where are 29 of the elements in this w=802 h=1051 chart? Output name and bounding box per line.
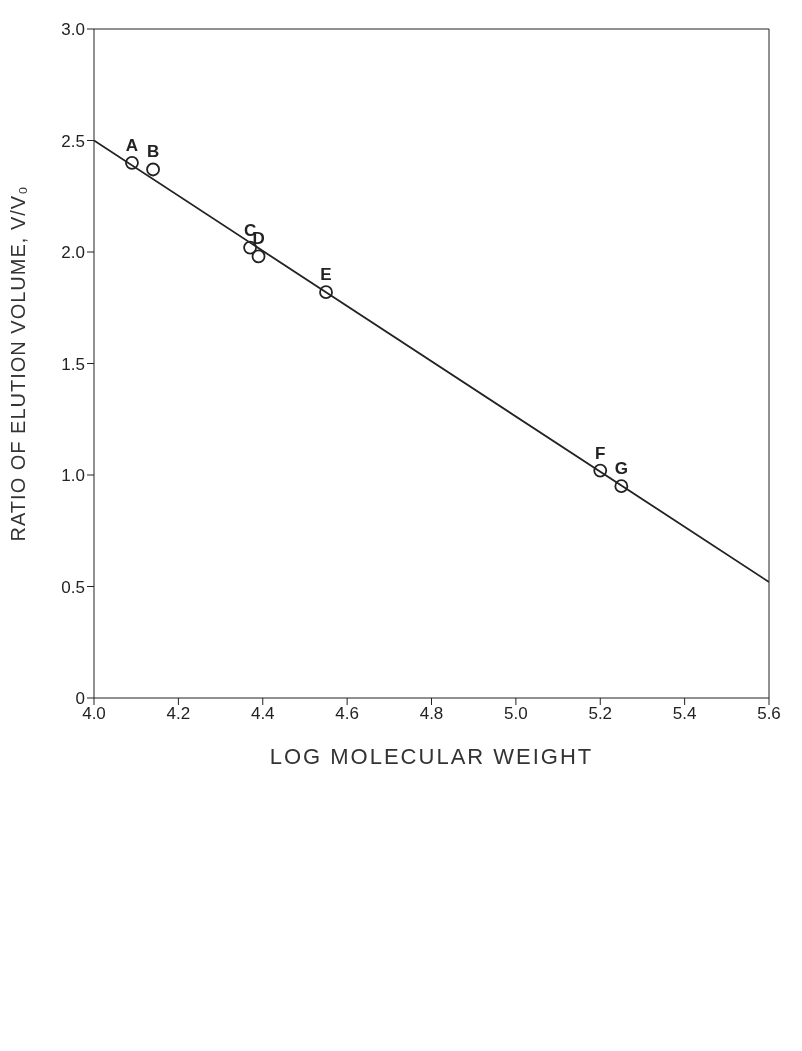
annotation: E — [320, 265, 332, 285]
y-tick-label: 1.0 — [61, 466, 85, 486]
point — [146, 162, 160, 177]
y-tick-label: 0.5 — [61, 577, 85, 597]
annotation: A — [125, 135, 139, 155]
y-tick-label: 0 — [75, 689, 85, 709]
x-tick-label: 4.6 — [335, 704, 359, 724]
x-tick-label: 4.2 — [166, 704, 191, 724]
point — [125, 155, 139, 170]
point — [614, 479, 629, 494]
annotation: B — [146, 142, 160, 162]
x-axis-title: LOG MOLECULAR WEIGHT — [269, 744, 594, 769]
x-tick-label: 4.0 — [82, 704, 106, 724]
annotation: F — [595, 443, 606, 463]
x-tick-label: 4.4 — [250, 704, 275, 724]
point — [319, 285, 333, 300]
y-tick-label: 2.0 — [61, 243, 85, 263]
y-tick-label: 3.0 — [61, 20, 85, 40]
x-tick-label: 5.0 — [504, 704, 528, 724]
point — [251, 249, 266, 264]
y-tick-label: 1.5 — [61, 354, 85, 374]
x-tick-label: 5.2 — [588, 704, 613, 724]
x-tick-label: 5.4 — [672, 704, 697, 724]
x-tick-label: 4.8 — [419, 704, 444, 724]
x-tick-label: 5.6 — [757, 704, 781, 724]
point — [593, 463, 608, 478]
y-axis-title: RATIO OF ELUTION VOLUME, V/V₀ — [7, 185, 30, 542]
y-tick-label: 2.5 — [61, 131, 85, 151]
annotation: G — [614, 459, 628, 479]
